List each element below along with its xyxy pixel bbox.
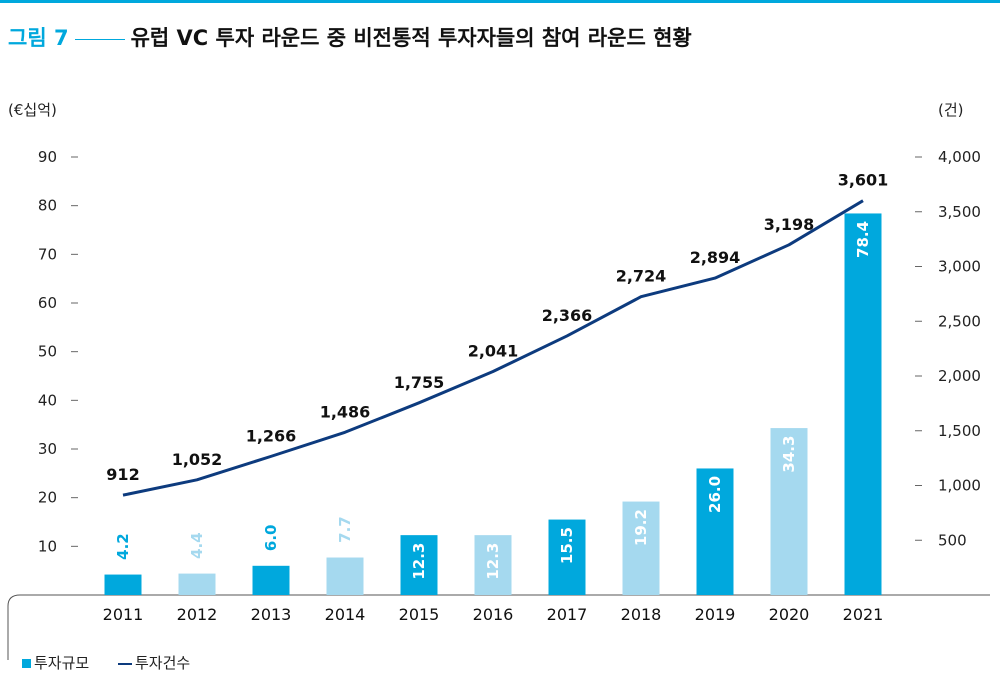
bar-label-2012: 4.4 <box>188 532 206 559</box>
bar-2017 <box>548 519 586 595</box>
y-left-tick-label-0: 10 <box>38 537 57 555</box>
x-tick-label-2014: 2014 <box>325 605 366 624</box>
bar-labels: 4.2 4.4 6.0 7.7 12.3 12.3 15.5 19.2 26.0 34.3 78.4 <box>114 221 872 580</box>
line-label-2021: 3,601 <box>838 171 889 190</box>
x-tick-label-2015: 2015 <box>399 605 440 624</box>
x-tick-label-2017: 2017 <box>547 605 588 624</box>
y-left-tick-label-4: 50 <box>38 343 57 361</box>
bar-2021 <box>844 213 882 595</box>
bar-2013 <box>252 565 290 595</box>
y-left-tick-label-5: 60 <box>38 294 57 312</box>
bar-label-2018: 19.2 <box>632 509 650 546</box>
legend-item-bar: 투자규모 <box>22 654 89 672</box>
line-label-2017: 2,366 <box>542 306 593 325</box>
line-series <box>122 199 864 497</box>
x-tick-label-2019: 2019 <box>695 605 736 624</box>
title-rule <box>74 39 125 40</box>
bar-2016 <box>474 535 512 595</box>
y-left-tick-label-2: 30 <box>38 440 57 458</box>
y-left-tick-label-8: 90 <box>38 148 57 166</box>
line-label-2020: 3,198 <box>764 215 815 234</box>
bar-label-2020: 34.3 <box>780 436 798 473</box>
legend-swatch-bar <box>22 659 31 668</box>
bar-label-2021: 78.4 <box>854 221 872 258</box>
line-path <box>122 199 864 497</box>
y-right-tick-label-1: 1,000 <box>938 477 981 495</box>
legend-label-bar: 투자규모 <box>34 654 90 672</box>
y-right-tick-label-2: 1,500 <box>938 422 981 440</box>
bar-2011 <box>104 574 142 595</box>
legend-item-line: 투자건수 <box>117 654 191 672</box>
line-label-2012: 1,052 <box>172 450 223 469</box>
y-axis-right-label: (건) <box>938 101 964 119</box>
x-tick-label-2012: 2012 <box>177 605 218 624</box>
chart-frame <box>7 594 990 660</box>
bar-label-2017: 15.5 <box>558 527 576 564</box>
bar-label-2015: 12.3 <box>410 543 428 580</box>
y-right-tick-label-0: 500 <box>938 531 967 549</box>
bar-2012 <box>178 573 216 595</box>
bar-2020 <box>770 428 808 595</box>
legend-swatch-line <box>117 662 132 665</box>
y-left-tick-label-7: 80 <box>38 197 57 215</box>
bar-label-2016: 12.3 <box>484 543 502 580</box>
line-label-2013: 1,266 <box>246 426 297 445</box>
x-tick-label-2021: 2021 <box>843 605 884 624</box>
x-tick-label-2013: 2013 <box>251 605 292 624</box>
y-right-tick-label-3: 2,000 <box>938 367 981 385</box>
line-label-2018: 2,724 <box>616 267 667 286</box>
bar-label-2019: 26.0 <box>706 476 724 513</box>
line-label-2016: 2,041 <box>468 342 519 361</box>
y-left-tick-label-6: 70 <box>38 245 57 263</box>
legend: 투자규모 투자건수 <box>22 652 214 673</box>
top-rule <box>0 0 1000 3</box>
figure-title: 그림 7 유럽 VC 투자 라운드 중 비전통적 투자자들의 참여 라운드 현황 <box>8 22 692 52</box>
bar-2018 <box>622 501 660 595</box>
bar-series <box>104 213 882 595</box>
y-right-tick-label-7: 4,000 <box>938 148 981 166</box>
bar-label-2014: 7.7 <box>336 516 354 543</box>
x-tick-label-2020: 2020 <box>769 605 810 624</box>
line-label-2015: 1,755 <box>394 373 445 392</box>
line-label-2011: 912 <box>106 465 139 484</box>
title-text: 유럽 VC 투자 라운드 중 비전통적 투자자들의 참여 라운드 현황 <box>130 26 692 50</box>
bar-2014 <box>326 557 364 595</box>
y-axis-left: 10 20 30 40 50 60 70 80 90 <box>38 148 78 555</box>
y-axis-left-label: (€십억) <box>8 101 57 119</box>
y-left-tick-label-3: 40 <box>38 391 57 409</box>
figure-label: 그림 7 <box>8 26 69 50</box>
x-axis: 2011 2012 2013 2014 2015 2016 2017 2018 2019 2020… <box>103 605 884 624</box>
y-right-tick-label-5: 3,000 <box>938 258 981 276</box>
bar-label-2013: 6.0 <box>262 525 280 552</box>
x-tick-label-2018: 2018 <box>621 605 662 624</box>
x-tick-label-2016: 2016 <box>473 605 514 624</box>
line-label-2019: 2,894 <box>690 248 741 267</box>
y-right-tick-label-4: 2,500 <box>938 312 981 330</box>
x-tick-label-2011: 2011 <box>103 605 144 624</box>
y-right-tick-label-6: 3,500 <box>938 203 981 221</box>
line-label-2014: 1,486 <box>320 402 371 421</box>
y-left-tick-label-1: 20 <box>38 489 57 507</box>
bar-2019 <box>696 468 734 595</box>
bar-label-2011: 4.2 <box>114 533 132 560</box>
bar-2015 <box>400 535 438 595</box>
legend-label-line: 투자건수 <box>134 654 191 672</box>
y-axis-right: 500 1,000 1,500 2,000 2,500 3,000 3,500 4,000 <box>915 148 981 549</box>
line-labels: 912 1,052 1,266 1,486 1,755 2,041 2,366 2,724 2,… <box>106 171 888 484</box>
